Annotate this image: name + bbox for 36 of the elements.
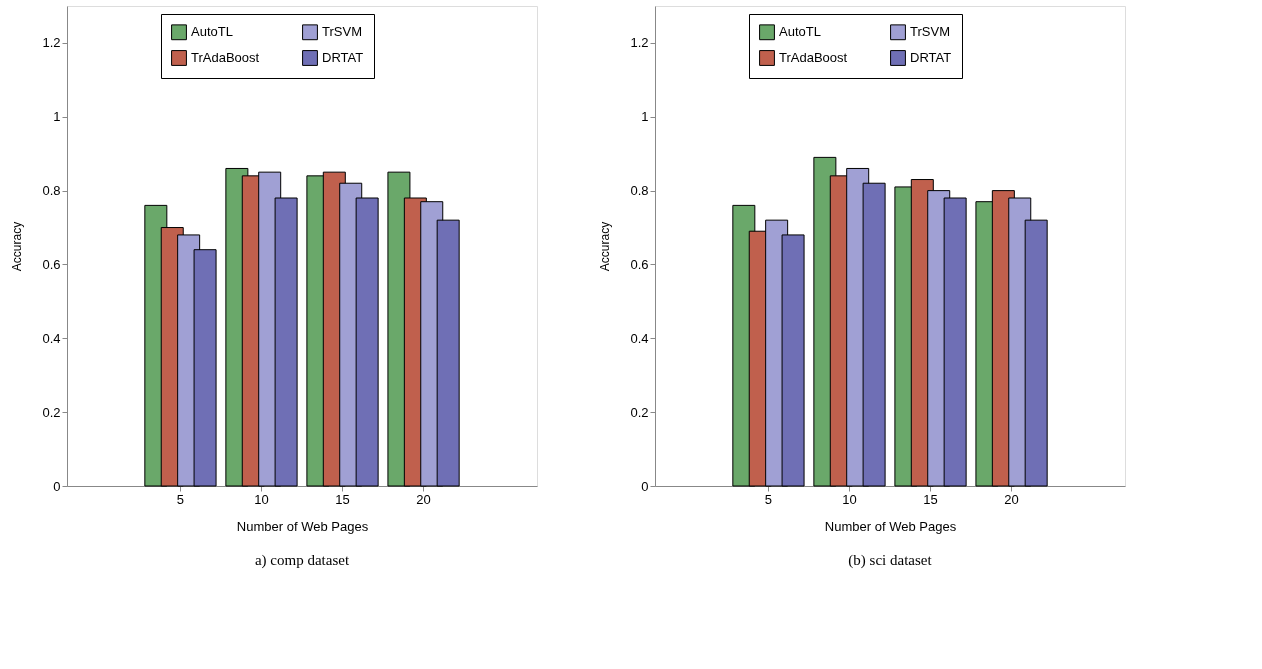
- legend-label: DRTAT: [910, 50, 952, 65]
- x-tick-label: 10: [842, 491, 857, 507]
- y-tick-label: 0.2: [630, 404, 649, 420]
- y-axis-title: Accuracy: [598, 221, 613, 272]
- y-tick-label: 1.2: [630, 35, 649, 51]
- y-tick-label: 0.2: [42, 404, 61, 420]
- x-tick-label: 5: [764, 491, 773, 507]
- y-tick-label: 0: [53, 478, 61, 494]
- text: (b) sci dataset: [848, 552, 933, 569]
- x-tick-label: 5: [176, 491, 185, 507]
- x-tick-label: 20: [416, 491, 431, 507]
- y-axis-title: Accuracy: [10, 221, 25, 272]
- text: a) comp dataset: [254, 552, 350, 569]
- y-tick-label: 0.6: [630, 256, 649, 272]
- legend-label: TrSVM: [322, 24, 362, 40]
- x-axis-title: Number of Web Pages: [236, 518, 369, 534]
- y-tick-label: 0.4: [42, 330, 61, 346]
- legend-label: TrAdaBoost: [191, 50, 260, 65]
- y-tick-label: 0.8: [42, 183, 61, 199]
- legend-label: DRTAT: [322, 50, 364, 65]
- legend-label: AutoTL: [191, 24, 233, 40]
- x-axis-title: Number of Web Pages: [824, 518, 957, 534]
- y-tick-label: 1.2: [42, 35, 61, 51]
- legend-label: AutoTL: [779, 24, 821, 40]
- y-tick-label: 1: [641, 109, 649, 125]
- x-tick-label: 20: [1004, 491, 1019, 507]
- x-tick-label: 15: [335, 491, 350, 507]
- x-tick-label: 15: [923, 491, 938, 507]
- y-tick-label: 0.4: [630, 330, 649, 346]
- x-tick-label: 10: [254, 491, 269, 507]
- legend-label: TrAdaBoost: [779, 50, 848, 65]
- y-tick-label: 1: [53, 109, 61, 125]
- y-tick-label: 0.6: [42, 256, 61, 272]
- y-tick-label: 0.8: [630, 183, 649, 199]
- legend-label: TrSVM: [910, 24, 950, 40]
- y-tick-label: 0: [641, 478, 649, 494]
